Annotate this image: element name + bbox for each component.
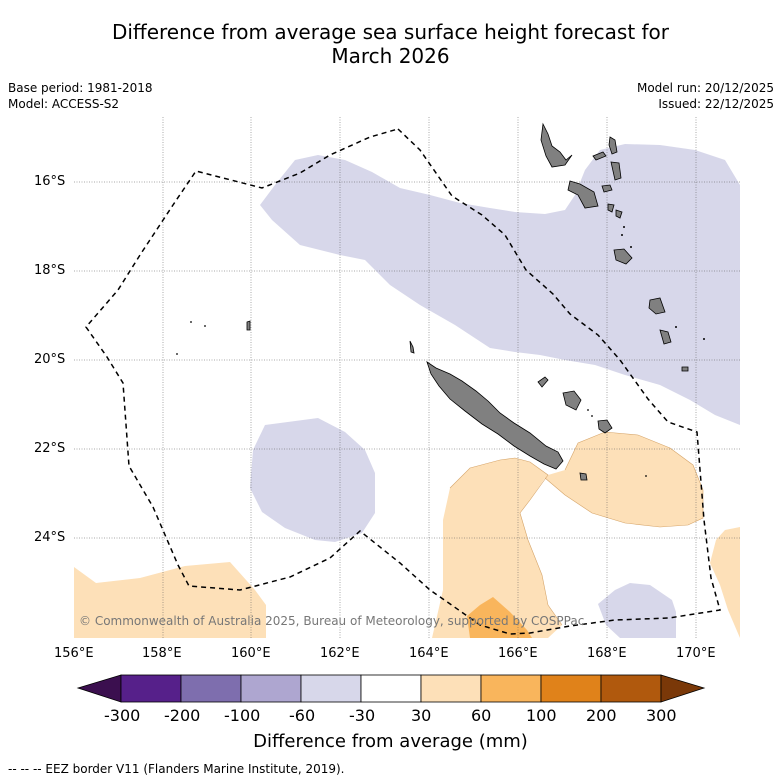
negative-anomaly-region-west (250, 418, 375, 542)
copyright-notice: © Commonwealth of Australia 2025, Bureau… (79, 614, 585, 628)
vanuatu-espiritu-santo (540, 122, 573, 168)
land-masses (246, 122, 689, 481)
colorbar-tick-label: -60 (289, 706, 316, 725)
belep-islands (409, 340, 415, 354)
positive-anomaly-region-southwest (74, 562, 266, 638)
map-gridlines (74, 117, 740, 638)
lon-label: 166°E (498, 646, 538, 661)
vanuatu-aneityum (681, 366, 689, 372)
colorbar-bin-4 (300, 674, 362, 703)
loyalty-islands-mare (597, 419, 613, 434)
colorbar-bin-6 (420, 674, 482, 703)
vanuatu-pentecost (610, 161, 622, 181)
lat-label: 20°S (34, 352, 66, 367)
eez-border-footnote: -- -- -- EEZ border V11 (Flanders Marine… (8, 762, 345, 776)
lon-label: 168°E (587, 646, 627, 661)
colorbar-bin-5 (360, 674, 422, 703)
negative-anomaly-region-southeast (598, 583, 676, 638)
vanuatu-shepherd-islands (615, 209, 623, 219)
chesterfield-islet (246, 320, 251, 331)
vanuatu-ambae (592, 151, 607, 161)
colorbar-bin-7 (480, 674, 542, 703)
moderate-positive-anomaly-region (467, 597, 532, 638)
loyalty-islands-ouvea (537, 376, 549, 388)
vanuatu-erromango (648, 297, 666, 315)
issued-label: Issued: 22/12/2025 (658, 97, 774, 111)
model-label: Model: ACCESS-S2 (8, 97, 120, 111)
lat-label: 16°S (34, 174, 66, 189)
small-islets (176, 226, 705, 477)
colorbar-bin-3 (240, 674, 302, 703)
colorbar-extend-high (660, 674, 706, 703)
anomaly-shading (74, 144, 740, 638)
colorbar-tick-label: -100 (224, 706, 261, 725)
colorbar-bin-1 (120, 674, 182, 703)
negative-anomaly-region-north (260, 144, 740, 425)
colorbar-tick-label: 200 (586, 706, 617, 725)
colorbar-tick-label: 100 (526, 706, 557, 725)
colorbar (76, 674, 706, 703)
lon-label: 158°E (142, 646, 182, 661)
lon-label: 164°E (409, 646, 449, 661)
lat-label: 18°S (34, 263, 66, 278)
vanuatu-malekula (567, 180, 599, 209)
loyalty-islands-lifou (562, 390, 582, 411)
lat-label: 22°S (34, 441, 66, 456)
colorbar-tick-label: -200 (164, 706, 201, 725)
vanuatu-tanna (659, 329, 672, 345)
map-title-line-2: March 2026 (331, 44, 450, 68)
model-run-label: Model run: 20/12/2025 (636, 81, 774, 95)
colorbar-title: Difference from average (mm) (253, 731, 528, 752)
vanuatu-ambrym (601, 184, 613, 193)
vanuatu-maewo (608, 136, 618, 155)
colorbar-tick-label: -30 (349, 706, 376, 725)
eez-border (85, 128, 721, 635)
colorbar-extend-low (76, 674, 122, 703)
colorbar-tick-label: 30 (411, 706, 432, 725)
lat-label: 24°S (34, 530, 66, 545)
lon-label: 160°E (231, 646, 271, 661)
isle-of-pines (579, 472, 588, 481)
base-period-label: Base period: 1981-2018 (8, 81, 153, 95)
colorbar-bin-2 (180, 674, 242, 703)
colorbar-bin-9 (600, 674, 662, 703)
positive-anomaly-region-central (432, 432, 703, 638)
new-caledonia-grande-terre (426, 361, 564, 470)
colorbar-tick-label: 60 (471, 706, 492, 725)
lon-label: 162°E (320, 646, 360, 661)
vanuatu-efate (613, 248, 633, 265)
lon-label: 170°E (676, 646, 716, 661)
colorbar-tick-label: 300 (646, 706, 677, 725)
colorbar-tick-label: -300 (104, 706, 141, 725)
vanuatu-epi (607, 203, 615, 213)
colorbar-bin-8 (540, 674, 602, 703)
positive-anomaly-region-east (710, 527, 740, 638)
map-title-line-1: Difference from average sea surface heig… (111, 20, 670, 44)
lon-label: 156°E (54, 646, 94, 661)
